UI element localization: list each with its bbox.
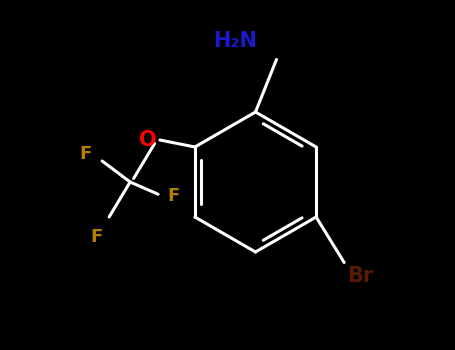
Text: O: O xyxy=(139,130,157,150)
Text: F: F xyxy=(90,228,102,245)
Text: F: F xyxy=(79,145,91,163)
Text: F: F xyxy=(167,187,179,205)
Text: H₂N: H₂N xyxy=(213,31,257,51)
Text: Br: Br xyxy=(348,266,374,286)
